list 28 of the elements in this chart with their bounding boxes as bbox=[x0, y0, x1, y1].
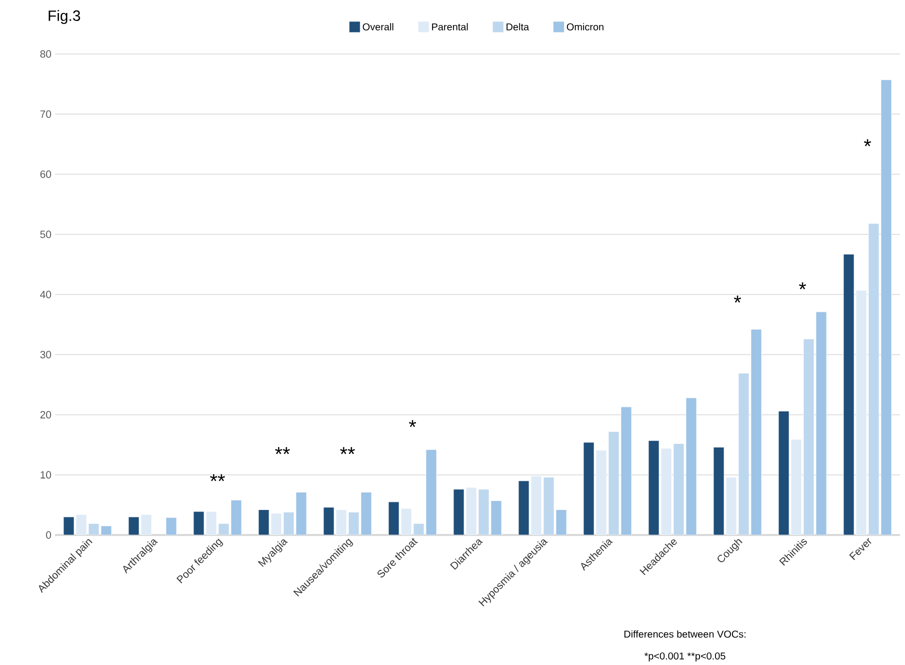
y-tick-label: 40 bbox=[40, 290, 52, 298]
bar bbox=[596, 450, 607, 535]
annotation: * bbox=[408, 420, 416, 428]
bar bbox=[856, 290, 867, 535]
y-tick-label: 80 bbox=[40, 50, 52, 58]
legend-label: Overall bbox=[362, 23, 394, 30]
annotation: * bbox=[864, 139, 872, 146]
y-tick-label: 60 bbox=[40, 170, 52, 178]
annotation: ** bbox=[340, 447, 355, 454]
legend-label: Omicron bbox=[566, 23, 604, 30]
annotation: * bbox=[734, 296, 742, 303]
text: *p<0.001 **p<0.05 bbox=[644, 652, 726, 662]
legend-label: Parental bbox=[432, 23, 468, 30]
text: Differences between VOCs: bbox=[624, 630, 746, 638]
y-tick-label: 70 bbox=[40, 110, 52, 118]
y-tick-label: 0 bbox=[46, 531, 52, 539]
annotation: ** bbox=[275, 447, 290, 454]
bar bbox=[790, 439, 802, 535]
y-tick-label: 30 bbox=[40, 350, 52, 358]
y-tick-label: 50 bbox=[40, 230, 52, 238]
bar bbox=[166, 517, 177, 535]
chart-title: Fig.3 bbox=[48, 10, 80, 24]
y-tick-label: 20 bbox=[40, 411, 52, 418]
annotation: * bbox=[798, 282, 806, 290]
bar bbox=[660, 448, 672, 535]
annotation: ** bbox=[210, 474, 225, 482]
y-tick-label: 10 bbox=[40, 471, 52, 479]
legend-label: Delta bbox=[506, 23, 530, 30]
